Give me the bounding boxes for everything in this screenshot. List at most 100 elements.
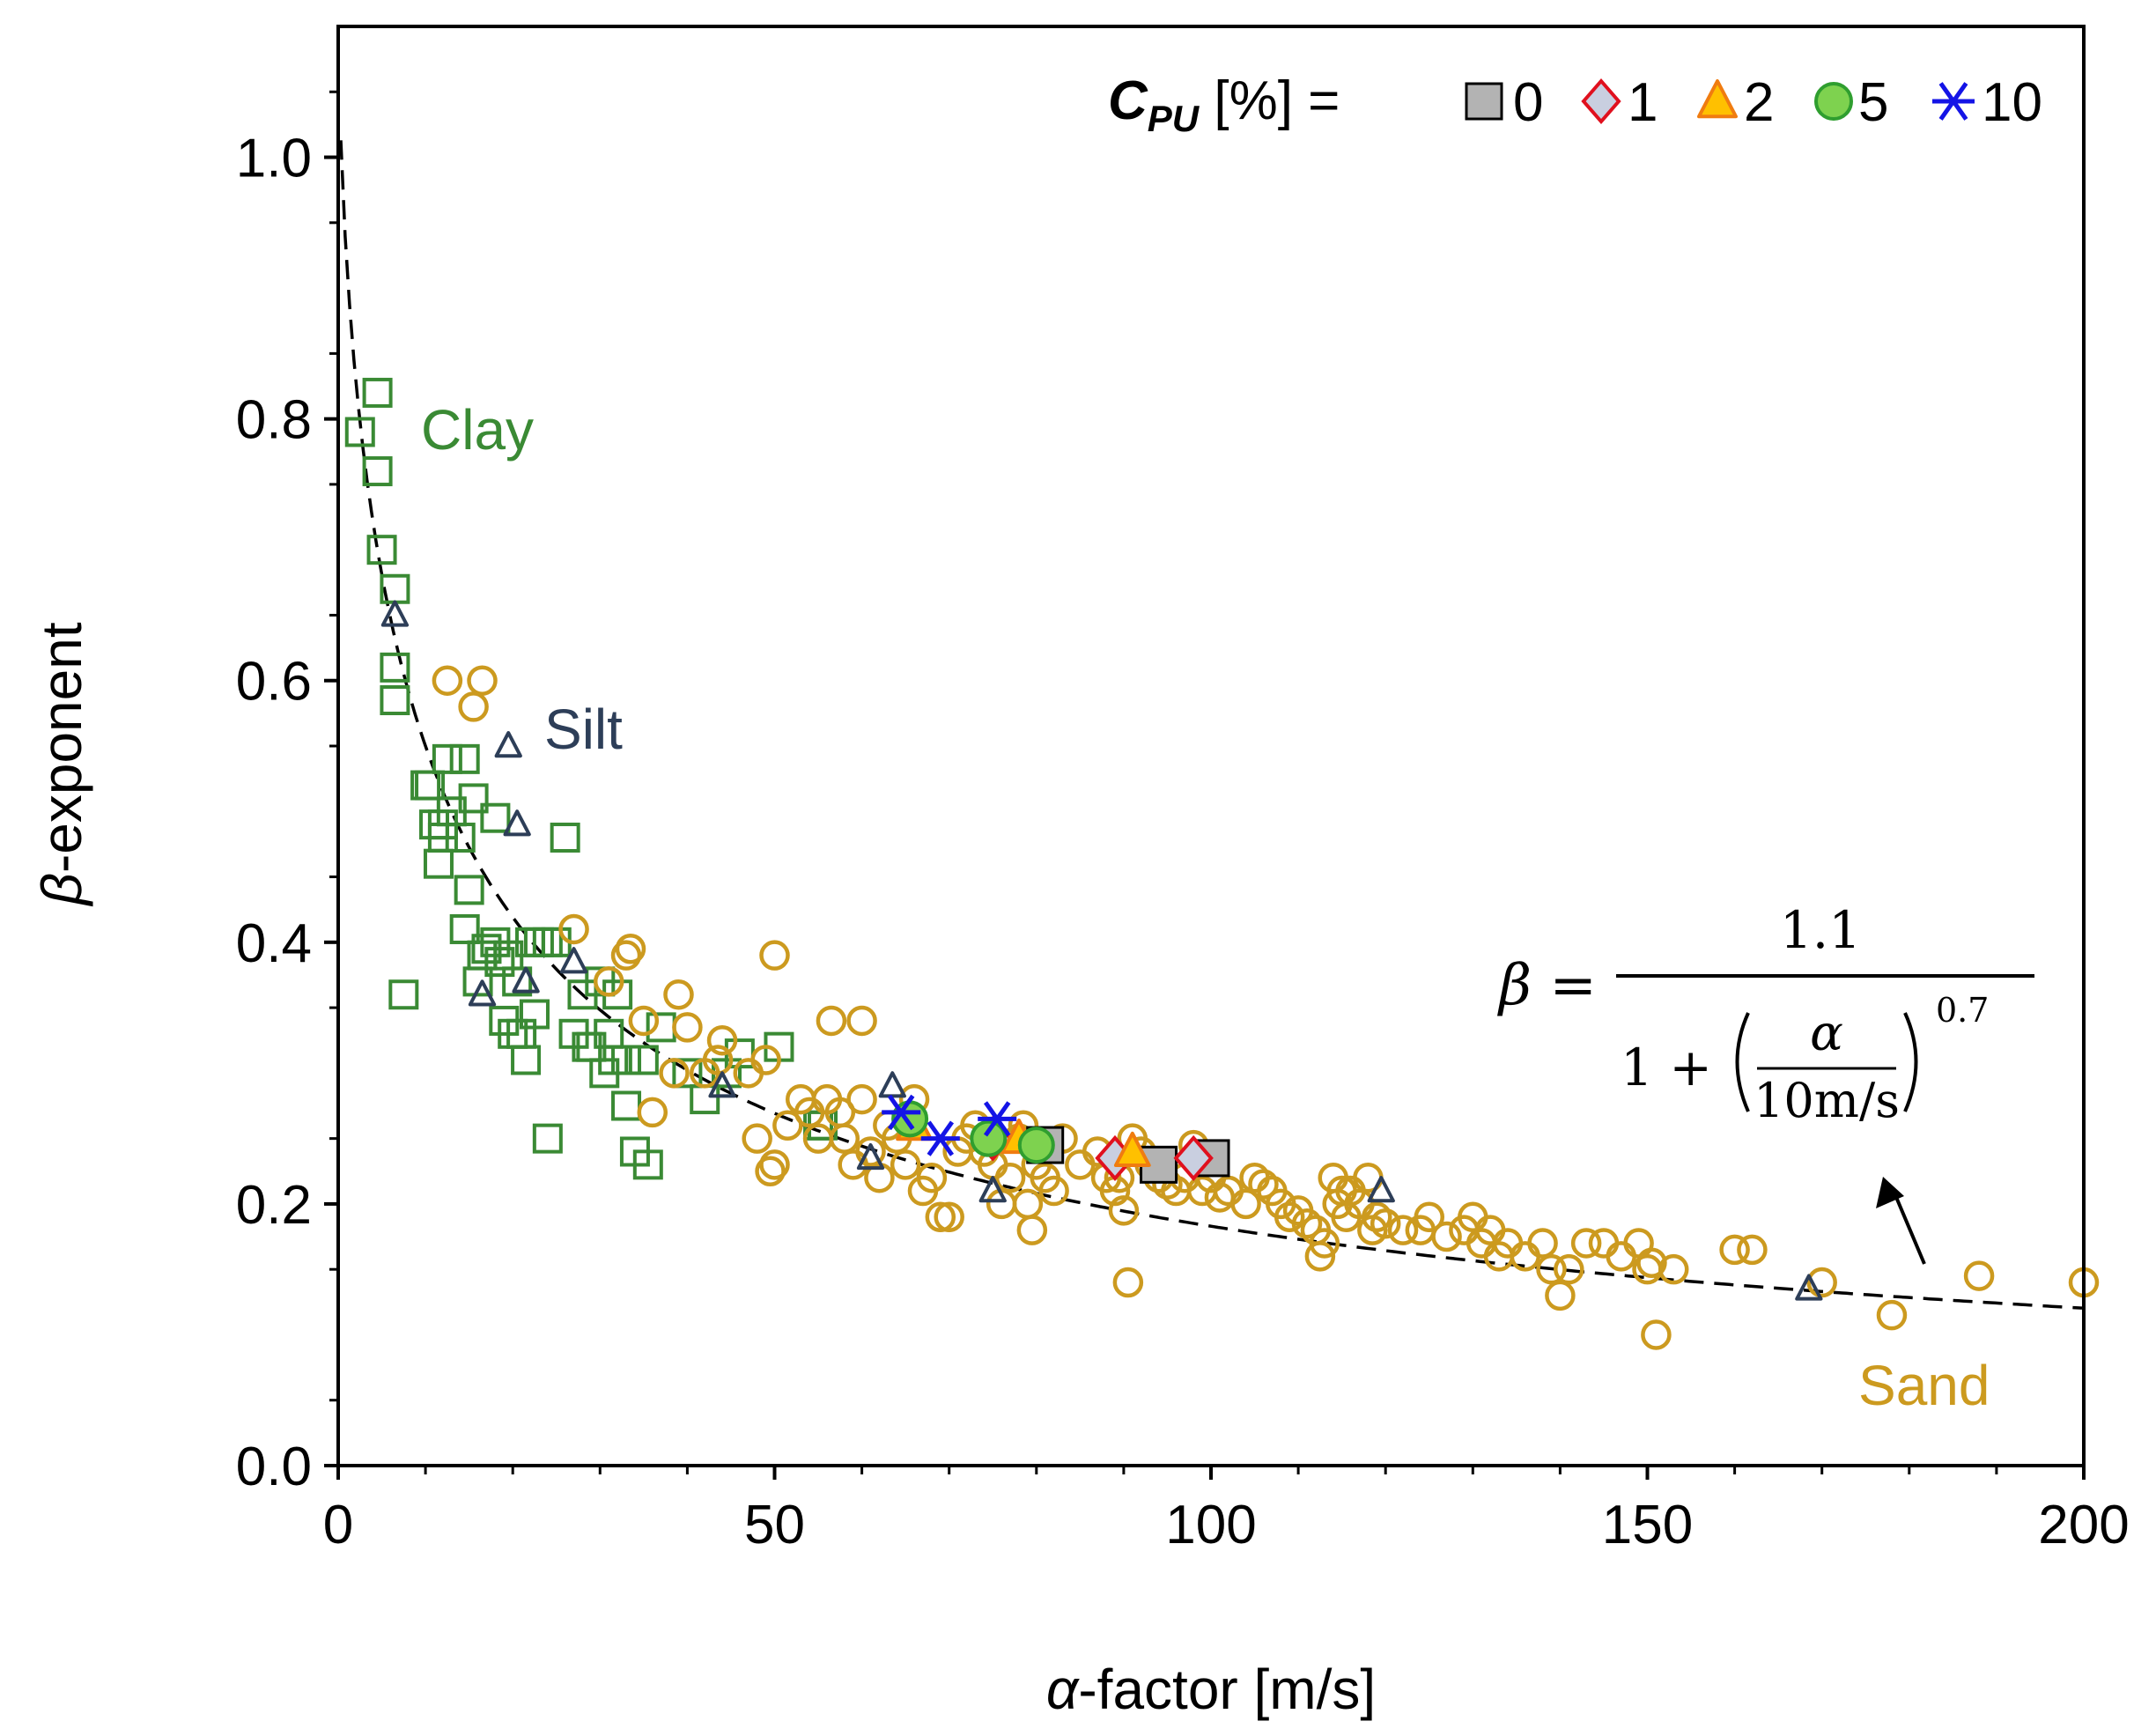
- data-point: [388, 979, 419, 1010]
- y-axis-title: β-exponent: [30, 622, 93, 906]
- data-point: [1795, 1274, 1823, 1301]
- x-tick-label: 50: [744, 1495, 805, 1555]
- data-point: [750, 1045, 781, 1075]
- data-point: [541, 927, 572, 957]
- data-point: [1230, 1188, 1261, 1220]
- y-tick-label: 0.6: [236, 652, 312, 713]
- data-point: [532, 1123, 563, 1154]
- data-point: [1636, 1247, 1667, 1279]
- data-point: [484, 947, 515, 978]
- data-point: [519, 999, 550, 1030]
- series-clay: [344, 377, 838, 1180]
- data-point: [449, 913, 480, 944]
- data-point: [1291, 1208, 1323, 1239]
- data-point: [1370, 1208, 1401, 1239]
- y-tick-label: 1.0: [236, 129, 312, 189]
- data-point: [1641, 1319, 1672, 1350]
- data-point: [978, 1176, 1007, 1203]
- legend-entry: 2: [1697, 72, 1774, 133]
- data-point: [925, 1201, 956, 1233]
- legend: CPU [%] = 0 1 2 5 10: [1108, 70, 2042, 139]
- legend-label: 0: [1513, 72, 1543, 133]
- data-point: [1012, 1188, 1044, 1220]
- formula-pointer-arrow: [1892, 1190, 1926, 1265]
- legend-marker: [1697, 79, 1738, 119]
- data-point: [458, 691, 489, 722]
- formula-alpha: α: [1810, 1005, 1843, 1062]
- x-tick-label: 0: [323, 1495, 353, 1555]
- data-point: [512, 966, 540, 994]
- formula-right-paren: [1903, 1012, 1918, 1112]
- data-point: [637, 1097, 668, 1128]
- data-point: [759, 940, 790, 971]
- data-point: [1387, 1215, 1419, 1245]
- formula-one-plus: 1 +: [1621, 1038, 1712, 1097]
- y-tick-label: 0.2: [236, 1175, 312, 1236]
- data-point: [755, 1156, 786, 1187]
- data-point: [1065, 1149, 1096, 1180]
- legend-title: CPU [%] =: [1108, 70, 1340, 139]
- data-point: [611, 1045, 642, 1075]
- series-silt: [380, 600, 1823, 1301]
- data-point: [856, 1142, 885, 1171]
- data-point: [1554, 1253, 1584, 1285]
- data-point: [1536, 1253, 1567, 1285]
- legend-marker: [1465, 82, 1503, 121]
- data-point: [432, 665, 463, 696]
- data-point: [1239, 1162, 1270, 1193]
- data-point: [423, 848, 454, 879]
- formula-exponent: 0.7: [1936, 991, 1989, 1030]
- data-point: [855, 1136, 886, 1167]
- x-tick-label: 100: [1165, 1495, 1256, 1555]
- data-point: [978, 1101, 1017, 1137]
- series-cpu-10-: [882, 1094, 1017, 1156]
- data-point: [1806, 1267, 1837, 1298]
- data-point: [1016, 1215, 1048, 1245]
- clay-label: Clay: [421, 398, 534, 462]
- formula-lhs: β =: [1497, 953, 1597, 1018]
- legend-label: 2: [1744, 72, 1774, 133]
- data-point: [708, 1071, 736, 1098]
- legend-entry: 0: [1465, 72, 1543, 133]
- data-point: [1112, 1267, 1144, 1298]
- data-point: [458, 783, 489, 814]
- ticks-layer: 0 50 100 150 200 0.0 0.2 0.4 0.6 0.8 1.0: [236, 90, 2130, 1555]
- data-point: [366, 535, 397, 565]
- fit-curve-layer: [339, 140, 2083, 1310]
- data-point: [503, 809, 531, 837]
- data-point: [1274, 1201, 1305, 1233]
- data-point: [1527, 1228, 1558, 1259]
- data-point: [742, 1123, 772, 1154]
- data-point: [380, 652, 410, 683]
- data-point: [970, 1119, 1008, 1157]
- data-point: [432, 743, 462, 774]
- data-point: [1173, 1134, 1214, 1181]
- data-point: [994, 1162, 1026, 1193]
- formula-unit: 10m/s: [1754, 1073, 1900, 1128]
- x-tick-label: 200: [2038, 1495, 2129, 1555]
- data-point: [846, 1005, 877, 1037]
- data-point: [362, 377, 393, 408]
- data-point: [593, 966, 624, 997]
- data-point: [1038, 1175, 1069, 1207]
- legend-entry: 10: [1932, 72, 2042, 133]
- silt-label: Silt: [544, 698, 623, 761]
- data-point: [920, 1120, 960, 1156]
- fit-equation: β = 1.1 1 + α 10m/s 0.7: [1497, 900, 2034, 1265]
- data-point: [672, 1058, 703, 1089]
- data-point: [706, 1024, 738, 1056]
- formula-numerator: 1.1: [1780, 900, 1861, 960]
- data-point: [494, 731, 522, 758]
- data-point: [1588, 1228, 1620, 1259]
- data-point: [380, 685, 410, 716]
- legend-marker: [1932, 82, 1975, 121]
- data-point: [772, 1110, 803, 1141]
- data-point: [646, 1012, 676, 1043]
- formula-arrowhead: [1876, 1177, 1904, 1208]
- data-point: [1309, 1228, 1340, 1259]
- data-point: [1304, 1241, 1336, 1272]
- data-point: [890, 1149, 921, 1180]
- data-point: [878, 1071, 906, 1098]
- fit-curve: [339, 140, 2083, 1310]
- legend-entry: 5: [1814, 72, 1888, 133]
